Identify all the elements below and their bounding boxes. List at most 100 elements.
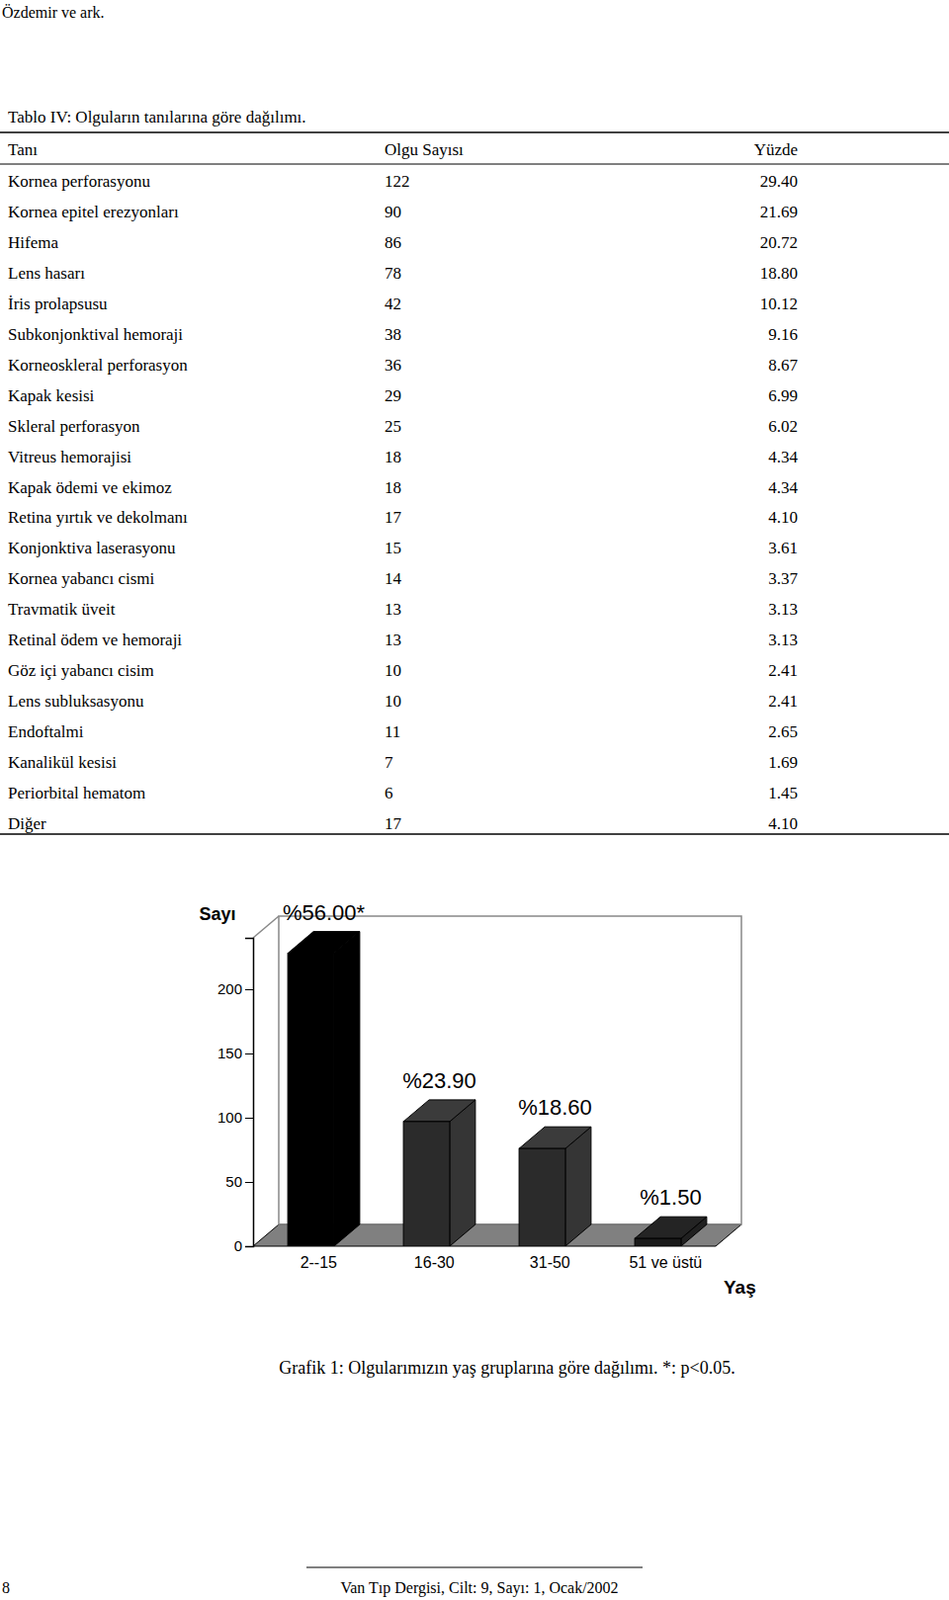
x-axis-title: Yaş xyxy=(723,1277,757,1298)
table-cell: 90 xyxy=(384,202,402,222)
y-tick-mark xyxy=(245,1053,254,1055)
y-tick-mark xyxy=(245,1182,254,1184)
table-cell: 42 xyxy=(384,294,402,314)
y-tick-mark xyxy=(245,1246,254,1248)
table-cell: 10 xyxy=(384,691,402,711)
table-cell: 3.37 xyxy=(768,569,798,589)
table-cell: İris prolapsusu xyxy=(7,294,108,314)
journal-name: Van Tıp Dergisi, Cilt: 9, Sayı: 1, Ocak/… xyxy=(340,1579,618,1598)
bar xyxy=(634,1216,707,1247)
x-tick: 31-50 xyxy=(529,1254,571,1272)
y-tick: 0 xyxy=(234,1237,254,1255)
table-cell: Kornea epitel erezyonları xyxy=(7,202,179,222)
y-axis-line xyxy=(245,939,255,1248)
table-cell: 38 xyxy=(384,325,402,345)
y-tick: 50 xyxy=(225,1173,254,1191)
table-cell: 36 xyxy=(384,355,402,375)
table-cell: Korneoskleral perforasyon xyxy=(7,355,188,375)
table-cell: 4.10 xyxy=(768,508,798,527)
table-cell: 2.41 xyxy=(768,691,798,711)
table-cell: 7 xyxy=(384,753,394,773)
y-axis-title: Sayı xyxy=(198,904,236,925)
table-cell: 122 xyxy=(384,172,411,191)
y-tick: 150 xyxy=(217,1044,254,1062)
bar-side xyxy=(334,932,360,1247)
table-cell: 6.02 xyxy=(768,417,798,436)
side-wall-edge xyxy=(253,916,279,939)
x-tick: 16-30 xyxy=(414,1254,455,1272)
table-rule xyxy=(0,131,949,134)
y-tick: 100 xyxy=(217,1109,254,1126)
bar-top xyxy=(518,1126,592,1149)
x-tick-label: 2--15 xyxy=(300,1254,338,1272)
table-cell: 8.67 xyxy=(768,355,798,375)
x-tick: 51 ve üstü xyxy=(628,1254,702,1272)
table-cell: Kanalikül kesisi xyxy=(7,753,117,773)
table-cell: Vitreus hemorajisi xyxy=(7,447,132,467)
chart: 0501001502002--1516-3031-5051 ve üstü%56… xyxy=(198,900,756,1298)
table-cell: 2.65 xyxy=(768,722,798,742)
table-cell: Periorbital hematom xyxy=(7,783,146,803)
y-tick-mark xyxy=(245,989,254,991)
table-cell: 20.72 xyxy=(760,233,798,253)
table-cell: 10 xyxy=(384,661,402,681)
x-tick-label: 16-30 xyxy=(414,1254,455,1272)
table-cell: 2.41 xyxy=(768,661,798,681)
x-axis: 2--15 16-30 31-50 51 ve üstü xyxy=(300,1254,703,1272)
table-cell: Lens subluksasyonu xyxy=(7,691,145,711)
table-cell: 1.69 xyxy=(768,753,798,773)
table-title: Tablo IV: Olguların tanılarına göre dağı… xyxy=(7,107,307,127)
table-cell: 4.34 xyxy=(768,447,798,467)
figure-caption: Grafik 1: Olgularımızın yaş gruplarına g… xyxy=(278,1358,736,1379)
table-cell: 21.69 xyxy=(760,202,798,222)
table-cell: 29 xyxy=(384,386,402,406)
table-cell: 6 xyxy=(384,783,394,803)
bar-front xyxy=(634,1238,682,1247)
bars xyxy=(287,932,707,1247)
bar xyxy=(287,932,360,1247)
y-tick-mark xyxy=(245,1118,254,1120)
table-cell: 3.61 xyxy=(768,538,798,558)
table-cell: Skleral perforasyon xyxy=(7,417,141,436)
table-cell: Lens hasarı xyxy=(7,263,86,283)
table: Tablo IV: Olguların tanılarına göre dağı… xyxy=(0,107,949,835)
table-cell: 14 xyxy=(384,569,403,589)
bar xyxy=(518,1126,592,1247)
table-cell: Konjonktiva laserasyonu xyxy=(7,538,176,558)
table-cell: Göz içi yabancı cisim xyxy=(7,661,155,681)
bar-annotation: %23.90 xyxy=(402,1068,477,1094)
x-tick-label: 31-50 xyxy=(529,1254,571,1272)
bar-annotation: %1.50 xyxy=(639,1185,701,1210)
table-rule xyxy=(0,833,949,836)
bar-annotation: %18.60 xyxy=(517,1095,593,1121)
bar-front xyxy=(518,1148,566,1247)
y-tick-label: 150 xyxy=(217,1044,243,1062)
y-tick: 200 xyxy=(217,980,254,998)
table-header: Olgu Sayısı xyxy=(384,140,464,160)
table-cell: 29.40 xyxy=(760,172,798,191)
bar xyxy=(403,1100,476,1247)
footer-rule xyxy=(306,1567,643,1569)
table-cell: 18 xyxy=(384,447,402,467)
x-tick: 2--15 xyxy=(300,1254,338,1272)
table-cell: Travmatik üveit xyxy=(7,600,116,619)
bar-front xyxy=(287,953,335,1247)
table-cell: 78 xyxy=(384,263,402,283)
y-axis: 0 50 100 150 200 xyxy=(217,939,255,1256)
table-cell: 10.12 xyxy=(760,294,798,314)
page: Özdemir ve ark.Tablo IV: Olguların tanıl… xyxy=(0,0,949,1600)
table-cell: 86 xyxy=(384,233,402,253)
table-cell: Diğer xyxy=(7,814,47,834)
table-cell: Retinal ödem ve hemoraji xyxy=(7,630,182,650)
table-cell: 18 xyxy=(384,478,402,498)
table-cell: 18.80 xyxy=(760,263,798,283)
table-cell: 17 xyxy=(384,814,403,834)
table-header: Yüzde xyxy=(754,140,798,160)
bar-top xyxy=(287,932,360,954)
table-cell: 4.34 xyxy=(768,478,798,498)
bar-side xyxy=(449,1100,476,1247)
table-header: Tanı xyxy=(7,140,38,160)
table-cell: 13 xyxy=(384,600,402,619)
table-cell: 3.13 xyxy=(768,600,798,619)
bar-top xyxy=(634,1216,707,1239)
